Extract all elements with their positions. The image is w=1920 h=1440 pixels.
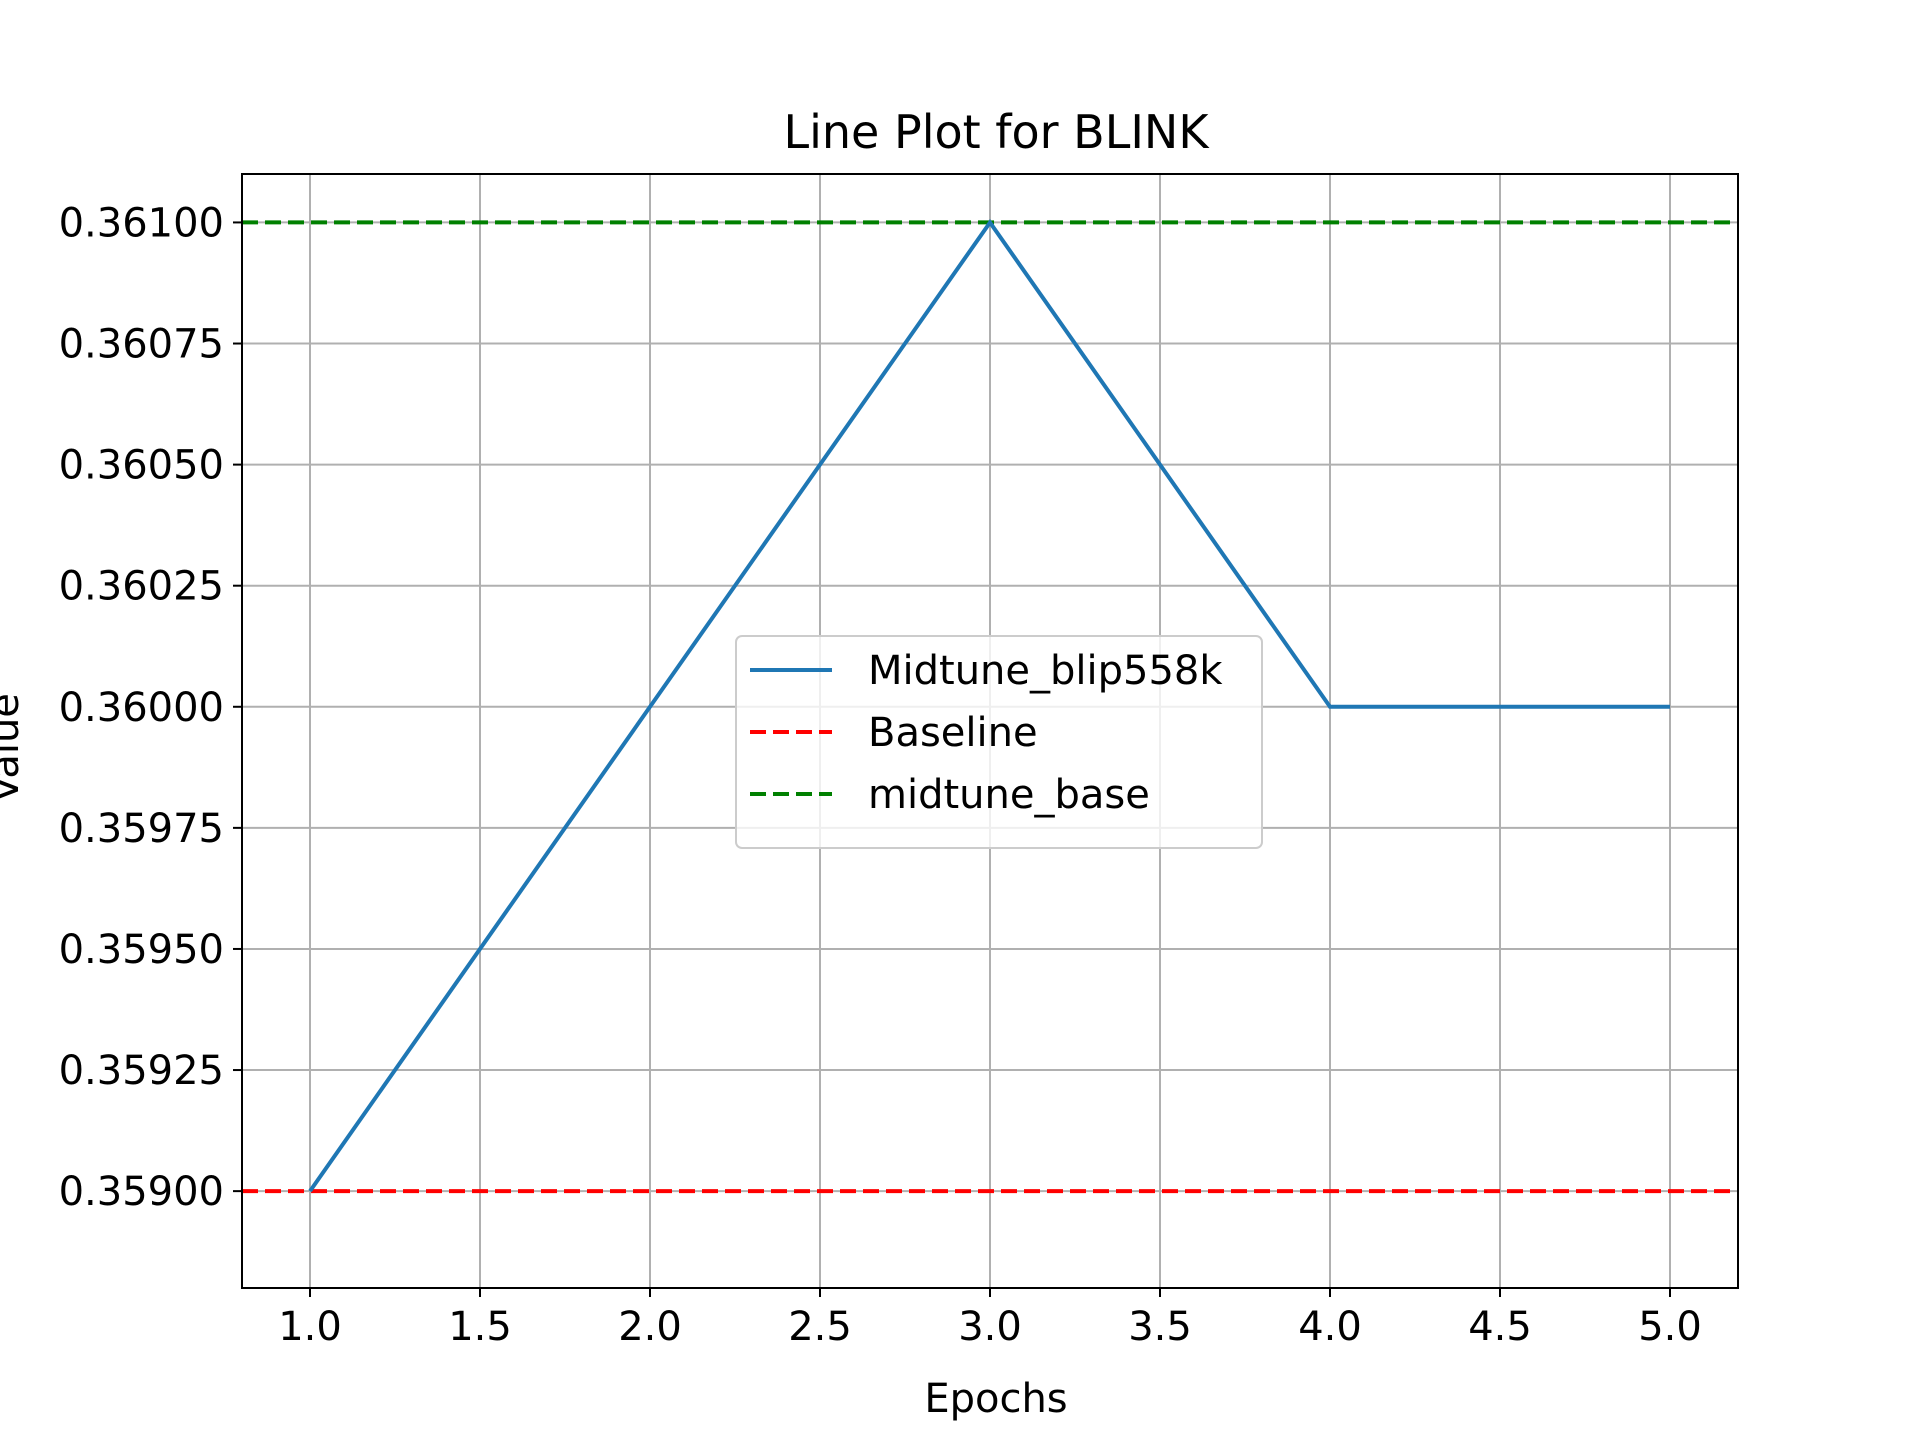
y-tick-label: 0.35975 — [59, 806, 224, 852]
legend: Midtune_blip558k Baseline midtune_base — [735, 635, 1263, 849]
y-tick-label: 0.36100 — [59, 200, 224, 246]
legend-label: Baseline — [868, 710, 1038, 756]
y-axis-label: Value — [0, 693, 28, 803]
series-lines — [308, 218, 1671, 1193]
x-tick-label: 4.0 — [1298, 1304, 1362, 1350]
legend-label: Midtune_blip558k — [868, 648, 1223, 694]
x-tick-label: 5.0 — [1638, 1304, 1702, 1350]
y-tick-label: 0.36025 — [59, 564, 224, 610]
x-tick-label: 3.0 — [958, 1304, 1022, 1350]
legend-label: midtune_base — [868, 772, 1150, 818]
y-tick-label: 0.35925 — [59, 1048, 224, 1094]
x-tick-label: 1.0 — [278, 1304, 342, 1350]
x-tick-label: 2.5 — [788, 1304, 852, 1350]
x-tick-label: 4.5 — [1468, 1304, 1532, 1350]
x-axis-label: Epochs — [924, 1376, 1067, 1422]
y-tick-label: 0.35950 — [59, 927, 224, 973]
x-tick-label: 1.5 — [448, 1304, 512, 1350]
y-axis-ticks: 0.35900 0.35925 0.35950 0.35975 0.36000 0.360… — [59, 200, 242, 1215]
y-tick-label: 0.35900 — [59, 1169, 224, 1215]
chart-title: Line Plot for BLINK — [783, 105, 1210, 159]
x-axis-ticks: 1.0 1.5 2.0 2.5 3.0 3.5 4.0 4.5 5.0 — [278, 1288, 1702, 1350]
y-tick-label: 0.36000 — [59, 685, 224, 731]
y-tick-label: 0.36050 — [59, 443, 224, 489]
x-tick-label: 3.5 — [1128, 1304, 1192, 1350]
y-tick-label: 0.36075 — [59, 322, 224, 368]
x-tick-label: 2.0 — [618, 1304, 682, 1350]
legend-box — [735, 635, 1263, 849]
